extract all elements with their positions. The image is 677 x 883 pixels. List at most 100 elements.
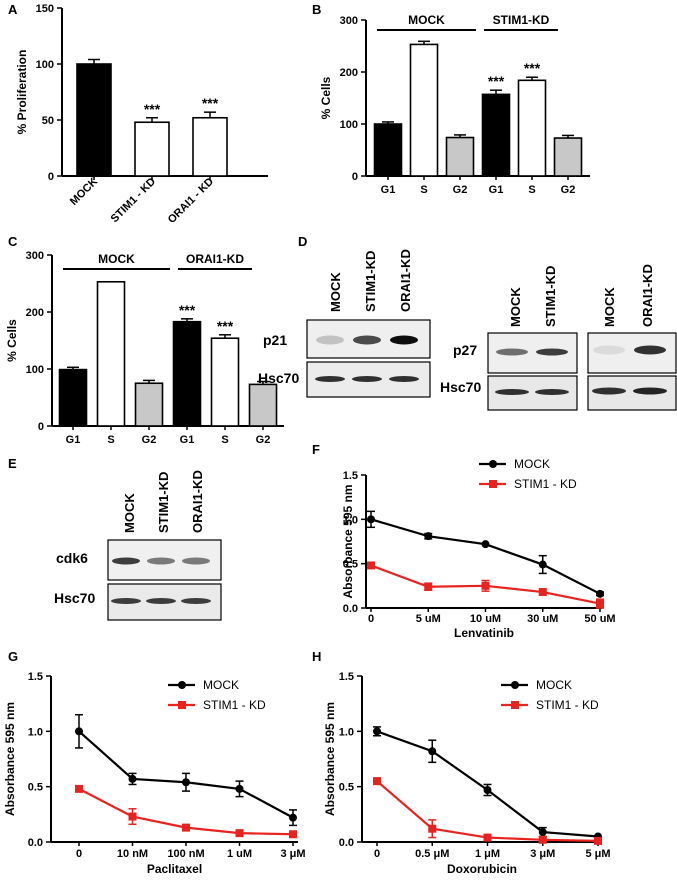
x-tick-label: 1 μM (475, 848, 500, 860)
x-tick-label: S (221, 434, 228, 446)
blot-d-p21: MOCK STIM1-KD ORAI1-KD p21 Hsc70 (258, 249, 431, 398)
significance-label: *** (144, 101, 161, 117)
bar (481, 93, 511, 177)
bar (172, 320, 202, 427)
y-tick-label: 1.5 (28, 671, 43, 683)
blot-row-label: Hsc70 (54, 590, 95, 606)
bar (76, 63, 112, 177)
data-point (538, 828, 547, 837)
y-tick-label: 50 (42, 115, 54, 127)
y-tick-label: 0.0 (28, 837, 43, 849)
blot-lane-label: MOCK (602, 287, 617, 327)
bar (134, 121, 170, 177)
y-tick-label: 1.5 (339, 671, 354, 683)
y-tick-label: 300 (340, 15, 358, 27)
data-point (428, 824, 437, 833)
group-label: MOCK (408, 13, 445, 27)
y-tick-label: 0 (38, 421, 44, 433)
data-point (538, 835, 547, 844)
data-point (367, 561, 375, 570)
bar (58, 368, 88, 427)
data-point (373, 777, 381, 786)
x-tick-label: 5 uM (416, 613, 441, 625)
group-label: STIM1-KD (493, 13, 550, 27)
legend-marker (178, 681, 186, 689)
x-tick-label: G2 (453, 184, 468, 196)
data-point (594, 836, 602, 845)
significance-label: *** (488, 73, 505, 89)
significance-label: *** (524, 60, 541, 76)
y-tick-label: 0 (48, 171, 54, 183)
chart-c-cell-cycle-orai1: 0 100 200 300 % Cells G1 S G2 *** G1 *** S G2 MOCK ORA… (5, 250, 284, 446)
panel-letter-e: E (8, 456, 17, 471)
x-tick-label: 0 (374, 848, 380, 860)
x-tick-label: S (107, 434, 114, 446)
blot-lane-label: STIM1-KD (156, 472, 171, 533)
blot-band (389, 376, 419, 382)
legend-marker (511, 701, 519, 709)
blot-lane-label: MOCK (328, 272, 343, 312)
data-point (428, 747, 437, 756)
significance-label: *** (217, 318, 234, 334)
data-point (367, 515, 375, 524)
blot-row-label: Hsc70 (440, 379, 481, 395)
bar (96, 280, 126, 427)
x-tick-label: 1 uM (227, 848, 252, 860)
data-point (596, 589, 604, 598)
legend-label: MOCK (514, 457, 550, 471)
panel-letter-c: C (8, 234, 18, 249)
data-point (128, 812, 137, 821)
legend-marker (489, 460, 497, 468)
data-point (483, 785, 492, 794)
x-tick-label: G1 (66, 434, 81, 446)
x-tick-label: G2 (142, 434, 157, 446)
blot-band (634, 345, 666, 355)
blot-e-cdk6: MOCK STIM1-KD ORAI1-KD cdk6 Hsc70 (54, 470, 222, 621)
blot-band (315, 376, 345, 382)
x-tick-label: 0 (76, 848, 82, 860)
x-tick-label: G1 (489, 184, 504, 196)
y-tick-label: 0.5 (339, 782, 354, 794)
blot-band (111, 598, 141, 604)
bar (192, 116, 228, 177)
panel-letter-d: D (298, 234, 307, 249)
chart-h-doxorubicin: 0.0 0.5 1.0 1.5 0 0.5 μM 1 μM 3 μM 5 μM Doxorubic… (323, 671, 611, 876)
y-axis-label: Absorbance 595 nm (3, 702, 17, 816)
legend-marker (178, 701, 186, 709)
group-label: ORAI1-KD (186, 252, 244, 266)
data-point (481, 581, 490, 590)
data-point (182, 823, 190, 832)
y-axis-label: Absorbance 595 nm (323, 702, 337, 816)
y-tick-label: 0.0 (339, 837, 354, 849)
x-tick-label: S (528, 184, 535, 196)
legend-label: STIM1 - KD (203, 698, 266, 712)
x-tick-label: 50 uM (584, 613, 615, 625)
blot-lane-label: MOCK (508, 287, 523, 327)
y-tick-label: 1.0 (28, 726, 43, 738)
y-tick-label: 200 (340, 67, 358, 79)
data-point (596, 599, 604, 608)
x-axis-label: Lenvatinib (454, 626, 514, 640)
blot-band (352, 376, 382, 382)
blot-band (182, 557, 210, 565)
y-tick-label: 100 (36, 59, 54, 71)
blot-d-p27-orai1: MOCK ORAI1-KD (587, 264, 677, 411)
y-axis-label: % Cells (5, 319, 19, 362)
blot-band (495, 389, 529, 395)
bar (248, 383, 278, 427)
data-point (424, 532, 433, 541)
x-tick-label: 30 uM (527, 613, 558, 625)
blot-band (316, 335, 344, 345)
panel-letter-g: G (8, 649, 18, 664)
legend-marker (511, 681, 519, 689)
blot-band (112, 557, 140, 565)
data-point (538, 560, 547, 569)
y-axis-label: % Proliferation (15, 50, 29, 135)
x-axis-label: Doxorubicin (447, 862, 517, 876)
x-tick-label: G1 (381, 184, 396, 196)
y-tick-label: 1.5 (343, 470, 358, 482)
x-tick-label: S (420, 184, 427, 196)
data-point (75, 727, 83, 736)
data-point (424, 582, 433, 591)
bar (445, 136, 475, 177)
